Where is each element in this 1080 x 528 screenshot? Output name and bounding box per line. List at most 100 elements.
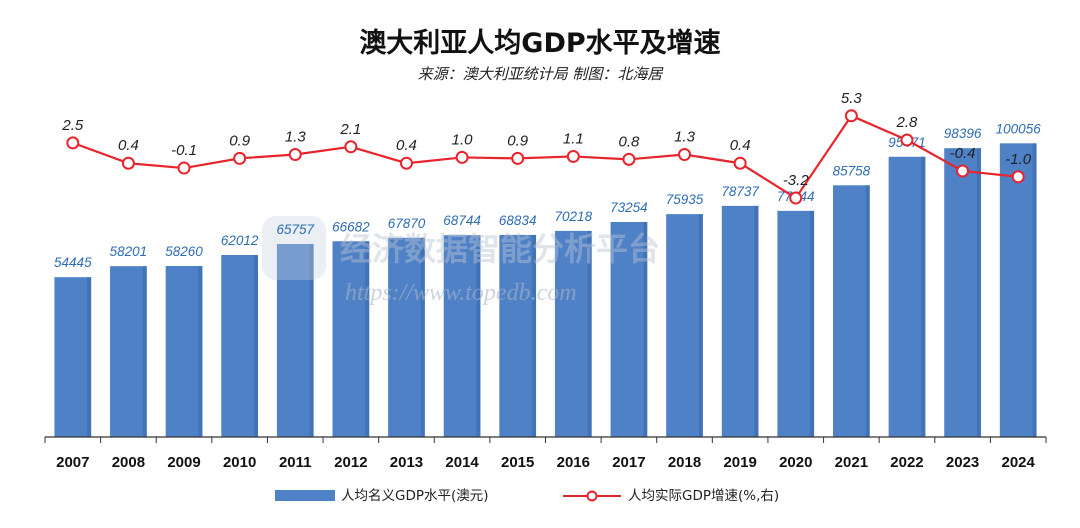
x-tick-label-2011: 2011	[279, 454, 312, 471]
x-tick-label-2009: 2009	[167, 454, 200, 471]
bar-2018	[666, 214, 703, 437]
growth-label-2014: 1.0	[452, 131, 474, 148]
bar-label-2008: 58201	[110, 244, 148, 259]
growth-label-2024: -1.0	[1005, 151, 1032, 168]
growth-label-2012: 2.1	[339, 121, 361, 138]
x-tick-label-2022: 2022	[890, 454, 923, 471]
growth-point-2016	[566, 149, 580, 163]
growth-point-2023	[956, 164, 970, 178]
bar-label-2018: 75935	[666, 192, 704, 207]
bar-2021	[833, 185, 870, 437]
legend-bar-swatch	[275, 490, 335, 501]
x-tick-label-2015: 2015	[501, 454, 534, 471]
x-tick-label-2016: 2016	[557, 454, 590, 471]
bar-label-2023: 98396	[944, 126, 982, 141]
growth-point-2015	[511, 151, 525, 165]
growth-label-2022: 2.8	[896, 114, 919, 131]
watermark-url: https://www.topedb.com	[345, 280, 577, 306]
x-ticks	[44, 437, 1047, 443]
growth-point-2011	[288, 148, 302, 162]
line-series	[66, 109, 1025, 205]
x-tick-label-2021: 2021	[835, 454, 868, 471]
growth-label-2020: -3.2	[783, 172, 810, 189]
bar-shade-2019	[754, 205, 759, 437]
bar-2016	[554, 230, 592, 437]
bar-2013	[388, 237, 425, 437]
bar-label-2017: 73254	[610, 200, 648, 215]
bar-series	[54, 143, 1037, 437]
bar-shade-2016	[587, 230, 592, 437]
chart-title: 澳大利亚人均GDP水平及增速	[359, 27, 720, 59]
x-tick-label-2017: 2017	[612, 454, 645, 471]
bar-2008	[110, 266, 147, 437]
bar-shade-2012	[365, 241, 370, 437]
growth-label-2016: 1.1	[563, 130, 584, 147]
bar-2014	[443, 235, 481, 437]
bar-2010	[221, 254, 258, 437]
bar-shade-2020	[810, 210, 815, 437]
growth-label-2009: -0.1	[171, 142, 197, 159]
bar-shade-2023	[976, 148, 981, 437]
bar-label-2009: 58260	[165, 244, 203, 259]
bar-2019	[721, 205, 759, 437]
bar-shade-2018	[698, 214, 703, 437]
growth-point-2021	[844, 109, 858, 123]
x-tick-label-2018: 2018	[668, 454, 701, 471]
bar-2022	[888, 156, 926, 437]
growth-point-2008	[121, 156, 135, 170]
bar-shade-2009	[198, 266, 203, 437]
bar-2011	[276, 243, 314, 437]
bar-shade-2010	[253, 254, 258, 437]
bar-shade-2024	[1032, 143, 1037, 437]
bar-label-2010: 62012	[221, 233, 259, 248]
bar-label-2014: 68744	[443, 213, 481, 228]
growth-point-2018	[678, 148, 692, 162]
bar-label-2021: 85758	[833, 163, 871, 178]
legend-line-marker	[586, 490, 598, 502]
growth-point-2012	[344, 140, 358, 154]
bar-2007	[54, 277, 92, 437]
bar-shade-2014	[476, 235, 481, 437]
bar-shade-2017	[643, 221, 648, 437]
bar-label-2019: 78737	[721, 184, 759, 199]
bar-shade-2007	[87, 277, 92, 437]
bar-2015	[499, 234, 537, 437]
growth-label-2017: 0.8	[618, 133, 640, 150]
bar-shade-2015	[532, 234, 537, 437]
bar-label-2015: 68834	[499, 213, 537, 228]
growth-point-2019	[733, 156, 747, 170]
growth-label-2019: 0.4	[730, 137, 751, 154]
growth-label-2015: 0.9	[507, 132, 529, 149]
growth-point-2014	[455, 150, 469, 164]
growth-point-2013	[399, 156, 413, 170]
bar-2024	[999, 143, 1037, 437]
growth-label-2023: -0.4	[950, 145, 976, 162]
x-tick-label-2012: 2012	[334, 454, 367, 471]
x-tick-label-2013: 2013	[390, 454, 423, 471]
bar-label-2013: 67870	[388, 216, 426, 231]
line-value-labels: 2.5 0.4 -0.1 0.9 1.3 2.1 0.4 1.0 0.9 1.1 0.8 1.3 0.4…	[61, 90, 1031, 189]
x-tick-label-2008: 2008	[112, 454, 145, 471]
x-tick-labels: 2007 2008 2009 2010 2011 2012 2013 2014 2015 2016…	[56, 454, 1035, 471]
bar-shade-2008	[142, 266, 147, 437]
bar-2023	[944, 148, 981, 437]
growth-point-2024	[1011, 170, 1025, 184]
growth-label-2021: 5.3	[841, 90, 863, 107]
bar-label-2016: 70218	[555, 209, 593, 224]
bar-label-2007: 54445	[54, 255, 92, 270]
growth-point-2010	[233, 151, 247, 165]
x-tick-label-2020: 2020	[779, 454, 812, 471]
legend-line-label: 人均实际GDP增速(%,右)	[628, 488, 779, 504]
growth-point-2007	[66, 136, 80, 150]
growth-label-2018: 1.3	[674, 129, 696, 146]
legend: 人均名义GDP水平(澳元) 人均实际GDP增速(%,右)	[275, 488, 779, 504]
x-tick-label-2014: 2014	[445, 454, 479, 471]
bar-2009	[165, 266, 203, 437]
bar-shade-2013	[420, 237, 425, 437]
bar-shade-2022	[921, 156, 926, 437]
bar-2017	[610, 221, 648, 437]
watermark: 经济数据智能分析平台 https://www.topedb.com	[262, 216, 660, 306]
growth-line	[72, 114, 1019, 200]
